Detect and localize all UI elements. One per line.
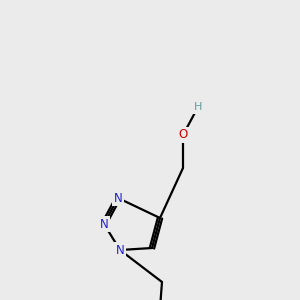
Text: N: N [116,244,124,256]
Text: O: O [178,128,188,142]
Text: N: N [100,218,108,230]
Text: H: H [194,102,202,112]
Text: N: N [114,191,122,205]
